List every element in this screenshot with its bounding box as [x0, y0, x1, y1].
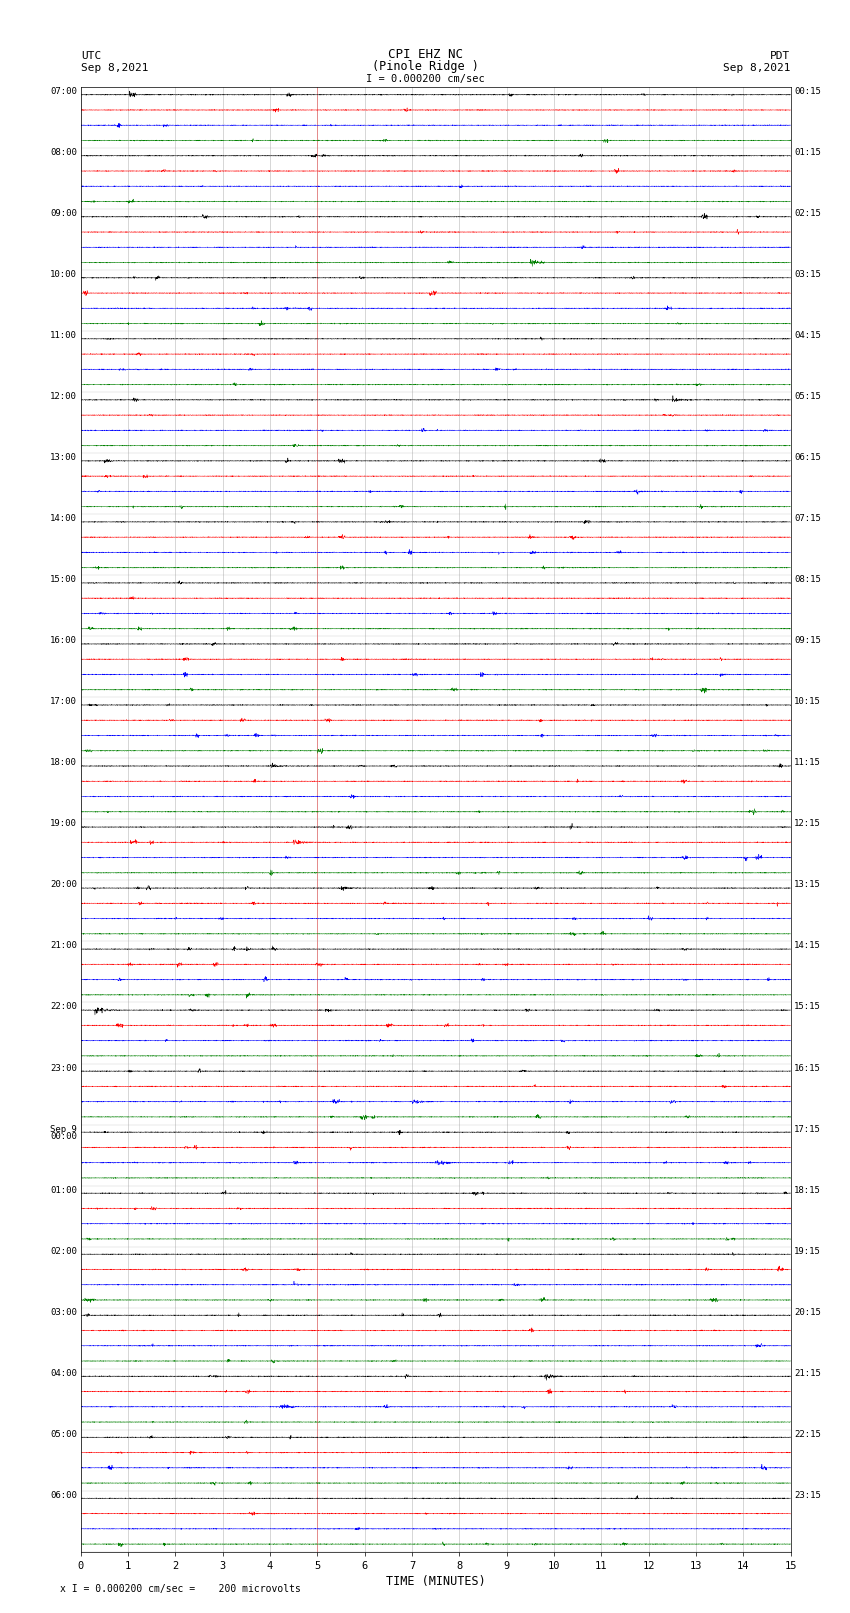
Text: CPI EHZ NC: CPI EHZ NC	[388, 48, 462, 61]
Text: 12:15: 12:15	[794, 819, 821, 829]
Text: 03:15: 03:15	[794, 271, 821, 279]
Text: 01:00: 01:00	[50, 1186, 77, 1195]
Text: 09:15: 09:15	[794, 637, 821, 645]
Text: 21:00: 21:00	[50, 942, 77, 950]
Text: 05:15: 05:15	[794, 392, 821, 402]
Text: (Pinole Ridge ): (Pinole Ridge )	[371, 60, 479, 73]
Text: 02:15: 02:15	[794, 210, 821, 218]
Text: I = 0.000200 cm/sec: I = 0.000200 cm/sec	[366, 74, 484, 84]
Text: 06:15: 06:15	[794, 453, 821, 463]
Text: Sep 9: Sep 9	[50, 1124, 77, 1134]
Text: 10:00: 10:00	[50, 271, 77, 279]
Text: 02:00: 02:00	[50, 1247, 77, 1255]
Text: 19:15: 19:15	[794, 1247, 821, 1255]
Text: 08:00: 08:00	[50, 148, 77, 156]
Text: 00:15: 00:15	[794, 87, 821, 97]
Text: Sep 8,2021: Sep 8,2021	[723, 63, 791, 73]
Text: 14:15: 14:15	[794, 942, 821, 950]
Text: 09:00: 09:00	[50, 210, 77, 218]
Text: 07:00: 07:00	[50, 87, 77, 97]
Text: 20:00: 20:00	[50, 881, 77, 889]
Text: 22:00: 22:00	[50, 1003, 77, 1011]
Text: 11:15: 11:15	[794, 758, 821, 768]
Text: PDT: PDT	[770, 52, 790, 61]
Text: 00:00: 00:00	[50, 1132, 77, 1140]
Text: 17:00: 17:00	[50, 697, 77, 706]
Text: 03:00: 03:00	[50, 1308, 77, 1316]
Text: 20:15: 20:15	[794, 1308, 821, 1316]
Text: 04:15: 04:15	[794, 331, 821, 340]
Text: 13:15: 13:15	[794, 881, 821, 889]
Text: 18:15: 18:15	[794, 1186, 821, 1195]
Text: 19:00: 19:00	[50, 819, 77, 829]
Text: 11:00: 11:00	[50, 331, 77, 340]
Text: 01:15: 01:15	[794, 148, 821, 156]
Text: 16:15: 16:15	[794, 1063, 821, 1073]
Text: 08:15: 08:15	[794, 576, 821, 584]
Text: x I = 0.000200 cm/sec =    200 microvolts: x I = 0.000200 cm/sec = 200 microvolts	[60, 1584, 300, 1594]
Text: 16:00: 16:00	[50, 637, 77, 645]
Text: 05:00: 05:00	[50, 1429, 77, 1439]
Text: 07:15: 07:15	[794, 515, 821, 523]
Text: 17:15: 17:15	[794, 1124, 821, 1134]
Text: 04:00: 04:00	[50, 1368, 77, 1378]
Text: 23:15: 23:15	[794, 1490, 821, 1500]
Text: 14:00: 14:00	[50, 515, 77, 523]
X-axis label: TIME (MINUTES): TIME (MINUTES)	[386, 1574, 485, 1587]
Text: 10:15: 10:15	[794, 697, 821, 706]
Text: Sep 8,2021: Sep 8,2021	[81, 63, 148, 73]
Text: 23:00: 23:00	[50, 1063, 77, 1073]
Text: UTC: UTC	[81, 52, 101, 61]
Text: 12:00: 12:00	[50, 392, 77, 402]
Text: 21:15: 21:15	[794, 1368, 821, 1378]
Text: 15:00: 15:00	[50, 576, 77, 584]
Text: 06:00: 06:00	[50, 1490, 77, 1500]
Text: 15:15: 15:15	[794, 1003, 821, 1011]
Text: 18:00: 18:00	[50, 758, 77, 768]
Text: 13:00: 13:00	[50, 453, 77, 463]
Text: 22:15: 22:15	[794, 1429, 821, 1439]
